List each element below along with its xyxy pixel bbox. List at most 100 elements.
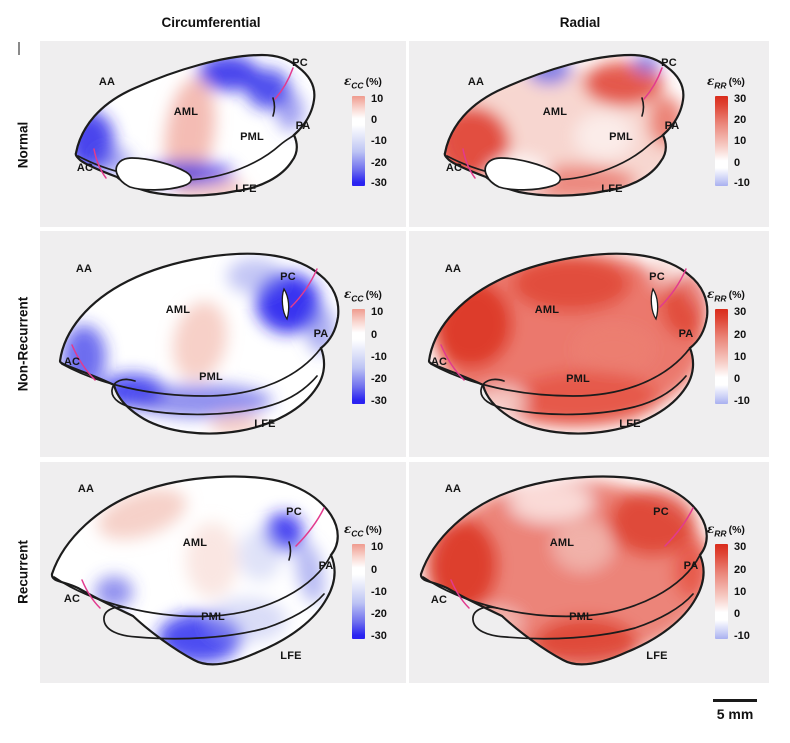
- colorbar-tick: 20: [734, 114, 747, 127]
- colorbar-ecc: εCC (%) 10 0 -10 -20 -30: [343, 522, 415, 643]
- colorbar-title-err: εRR (%): [707, 287, 745, 304]
- colorbar-ecc: εCC (%) 10 0 -10 -20 -30: [343, 287, 415, 408]
- colorbar-tick: -30: [371, 395, 387, 408]
- colorbar-tick: 10: [734, 135, 747, 147]
- label-lfe: LFE: [254, 418, 276, 430]
- label-aa: AA: [467, 76, 485, 88]
- colorbar-title-err: εRR (%): [707, 522, 745, 539]
- label-pml: PML: [569, 611, 593, 623]
- colorbar-err: εRR (%) 30 20 10 0 -10: [706, 287, 778, 408]
- scale-bar-line: [713, 699, 757, 702]
- valve-map-nonrecurrent-rr: [427, 252, 709, 435]
- label-ac: AC: [63, 593, 81, 605]
- colorbar-tick: 10: [734, 350, 747, 363]
- label-pa: PA: [313, 328, 329, 340]
- label-pml: PML: [199, 371, 223, 383]
- colorbar-tick: -10: [734, 177, 750, 190]
- colorbar-gradient-cc: [352, 544, 365, 639]
- stray-mark: [18, 42, 20, 55]
- colorbar-tick: 0: [371, 114, 378, 127]
- label-ac: AC: [63, 356, 81, 368]
- label-pa: PA: [664, 120, 680, 132]
- colorbar-tick: -30: [371, 177, 387, 190]
- panel-normal-circumferential: AA PC AML PA PML AC LFE εCC (%) 10 0 -10 …: [40, 41, 406, 227]
- colorbar-tick: -10: [371, 135, 387, 147]
- colorbar-title-ecc: εCC (%): [344, 522, 382, 539]
- label-aa: AA: [444, 263, 462, 275]
- label-aml: AML: [534, 304, 560, 316]
- label-pc: PC: [661, 57, 677, 69]
- colorbar-gradient-cc: [352, 309, 365, 404]
- label-pc: PC: [292, 57, 308, 69]
- colorbar-tick: 30: [734, 540, 747, 553]
- column-header-radial: Radial: [559, 15, 601, 30]
- label-aml: AML: [173, 106, 199, 118]
- label-lfe: LFE: [601, 183, 623, 195]
- row-label-recurrent: Recurrent: [15, 540, 31, 604]
- colorbar-tick: -10: [734, 395, 750, 408]
- label-pa: PA: [318, 560, 334, 572]
- colorbar-tick: 20: [734, 563, 747, 576]
- label-lfe: LFE: [235, 183, 257, 195]
- label-aml: AML: [165, 304, 191, 316]
- colorbar-title-err: εRR (%): [707, 74, 745, 91]
- valve-map-recurrent-rr: [419, 475, 708, 666]
- colorbar-tick: 0: [734, 156, 741, 169]
- label-pc: PC: [649, 271, 665, 283]
- colorbar-tick: -10: [734, 630, 750, 643]
- row-label-non-recurrent: Non-Recurrent: [15, 296, 31, 392]
- label-aa: AA: [77, 483, 95, 495]
- colorbar-tick: 0: [734, 608, 741, 621]
- label-pa: PA: [683, 560, 699, 572]
- colorbar-tick: 30: [734, 305, 747, 318]
- panel-nonrecurrent-radial: AA PC AML PA AC PML LFE εRR (%) 30 20 10 …: [409, 231, 769, 457]
- label-ac: AC: [430, 356, 448, 368]
- colorbar-gradient-rr: [715, 96, 728, 186]
- colorbar-gradient-cc: [352, 96, 365, 186]
- colorbar-title-ecc: εCC (%): [344, 287, 382, 304]
- label-ac: AC: [430, 594, 448, 606]
- label-pa: PA: [678, 328, 694, 340]
- label-ac: AC: [76, 162, 94, 174]
- label-lfe: LFE: [619, 418, 641, 430]
- colorbar-tick: -30: [371, 630, 387, 643]
- label-aa: AA: [444, 483, 462, 495]
- valve-map-recurrent-cc: [50, 475, 339, 666]
- panel-nonrecurrent-circumferential: AA PC AML PA AC PML LFE εCC (%) 10 0 -10 …: [40, 231, 406, 457]
- colorbar-gradient-rr: [715, 544, 728, 639]
- label-aml: AML: [549, 537, 575, 549]
- label-pc: PC: [286, 506, 302, 518]
- colorbar-tick: 0: [371, 563, 378, 576]
- colorbar-tick: -20: [371, 373, 387, 386]
- scale-bar-label: 5 mm: [716, 706, 754, 722]
- colorbar-tick: 10: [371, 305, 384, 318]
- colorbar-tick: 10: [371, 540, 384, 553]
- label-aa: AA: [98, 76, 116, 88]
- colorbar-gradient-rr: [715, 309, 728, 404]
- label-aml: AML: [542, 106, 568, 118]
- label-ac: AC: [445, 162, 463, 174]
- row-label-normal: Normal: [15, 121, 31, 169]
- label-aa: AA: [75, 263, 93, 275]
- colorbar-tick: -20: [371, 608, 387, 621]
- valve-map-normal-rr: [443, 53, 685, 197]
- colorbar-err: εRR (%) 30 20 10 0 -10: [706, 522, 778, 643]
- colorbar-ecc: εCC (%) 10 0 -10 -20 -30: [343, 74, 415, 190]
- colorbar-tick: 30: [734, 92, 747, 105]
- colorbar-tick: 10: [371, 92, 384, 105]
- colorbar-err: εRR (%) 30 20 10 0 -10: [706, 74, 778, 190]
- colorbar-tick: 0: [371, 328, 378, 341]
- panel-recurrent-circumferential: AA PC AML PA AC PML LFE εCC (%) 10 0 -10 …: [40, 462, 406, 683]
- label-lfe: LFE: [280, 650, 302, 662]
- label-pa: PA: [295, 120, 311, 132]
- colorbar-tick: 10: [734, 585, 747, 598]
- label-pc: PC: [280, 271, 296, 283]
- valve-map-nonrecurrent-cc: [58, 252, 340, 435]
- panel-normal-radial: AA PC AML PA PML AC LFE εRR (%) 30 20 10 …: [409, 41, 769, 227]
- colorbar-tick: 20: [734, 328, 747, 341]
- label-pml: PML: [201, 611, 225, 623]
- label-pc: PC: [653, 506, 669, 518]
- label-lfe: LFE: [646, 650, 668, 662]
- colorbar-tick: -10: [371, 585, 387, 598]
